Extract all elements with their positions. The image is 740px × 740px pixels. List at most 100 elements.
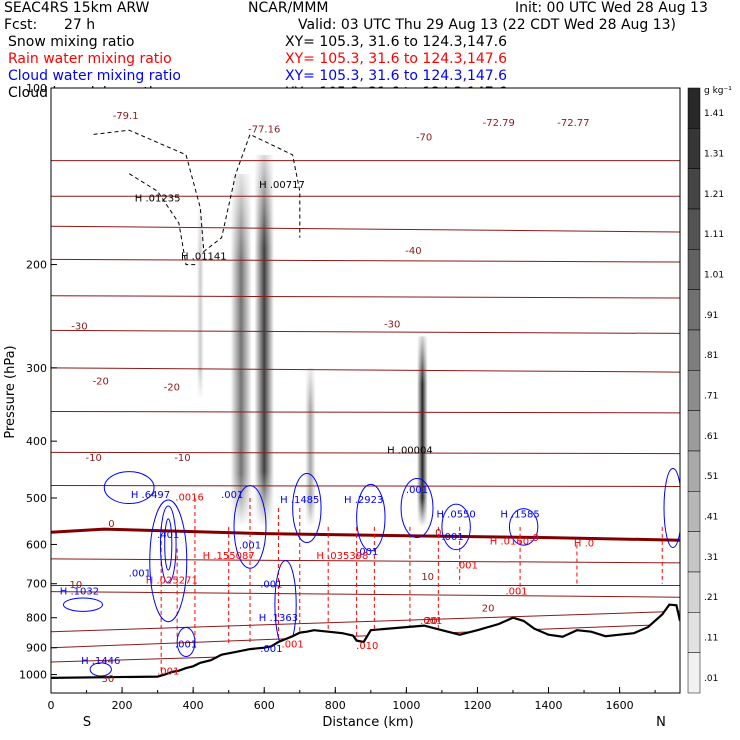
temperature-contour [51, 558, 680, 564]
temperature-contour-label: 30 [101, 674, 114, 685]
colorbar-unit-label: g kg⁻¹ [704, 86, 732, 96]
colorbar-swatch [687, 410, 701, 452]
cloud-water-maximum-label: H .6497 [131, 490, 170, 501]
cloud-water-maximum-label: H .2923 [344, 495, 383, 506]
colorbar-tick-label: .71 [704, 392, 718, 402]
forecast-value: 27 h [64, 17, 96, 33]
cloud-water-maximum-label: H .1363 [259, 613, 298, 624]
y-tick-label: 1000 [19, 669, 47, 682]
cloud-water-contour [508, 508, 539, 546]
snow-contour [93, 129, 301, 253]
valid-time: Valid: 03 UTC Thu 29 Aug 13 (22 CDT Wed … [298, 17, 677, 33]
snow-maximum-label: H .00717 [259, 180, 305, 191]
shading-column [254, 154, 274, 527]
rain-maximum-label: .001 [505, 586, 527, 597]
y-tick-label: 800 [26, 612, 47, 625]
rain-contours [160, 497, 663, 676]
rain-maximum-label: H .0160 [490, 536, 529, 547]
rain-maximum-label: .001 [456, 561, 478, 572]
shading-column [230, 173, 252, 527]
temperature-contour-label: -72.79 [483, 118, 515, 129]
y-tick-label: 900 [26, 642, 47, 655]
colorbar-tick-label: .01 [704, 674, 718, 684]
rain-maximum-label: H .035398 [316, 551, 368, 562]
temperature-contour-label: -79.1 [113, 111, 139, 122]
cloud-water-contour [89, 662, 112, 677]
y-axis-label: Pressure (hPa) [3, 345, 18, 438]
field-xy-cloud-water: XY= 105.3, 31.6 to 124.3,147.6 [285, 68, 508, 84]
cloud-water-maximum-label: H .0550 [436, 510, 475, 521]
rain-maximum-label: H .155087 [203, 551, 255, 562]
cloud-water-contour [164, 518, 173, 571]
cloud-water-maximum-label: H .1585 [500, 510, 539, 521]
cloud-water-contour [103, 471, 155, 505]
colorbar-tick-label: .31 [704, 553, 718, 563]
temperature-contour-label: 20 [482, 603, 495, 614]
cloud-water-maximum-label: .401 [157, 530, 179, 541]
colorbar-tick-label: .21 [704, 593, 718, 603]
temperature-contour [51, 411, 680, 414]
x-tick-label: 1400 [535, 699, 563, 712]
colorbar-tick-label: .61 [704, 432, 718, 442]
temperature-contour-label: 10 [70, 580, 83, 591]
cloud-water-maximum-label: .001 [356, 547, 378, 558]
temperature-contour [51, 258, 680, 263]
colorbar-tick-label: .91 [704, 311, 718, 321]
x-tick-label: 1600 [606, 699, 634, 712]
temperature-contour [51, 485, 680, 487]
field-xy-rain: XY= 105.3, 31.6 to 124.3,147.6 [285, 51, 508, 67]
rain-maximum-label: .001 [420, 616, 442, 627]
rain-maximum-label: H .0 [574, 539, 594, 550]
temperature-contour-label: -40 [405, 246, 421, 257]
temperature-contour-label: -20 [93, 376, 109, 387]
colorbar-tick-label: .81 [704, 351, 718, 361]
terrain-fill [51, 604, 680, 693]
colorbar-swatch [687, 208, 701, 250]
cloud-water-contour [356, 483, 386, 552]
field-label-rain: Rain water mixing ratio [8, 51, 172, 67]
temperature-contour [51, 329, 680, 334]
temperature-contour-label: 10 [421, 572, 434, 583]
y-tick-label: 400 [26, 435, 47, 448]
temperature-contour [51, 591, 680, 598]
cloud-water-contour [441, 503, 471, 551]
terrain [51, 603, 680, 693]
y-tick-label: 600 [26, 538, 47, 551]
cloud-water-contour [159, 505, 177, 584]
temperature-contour-label: -30 [71, 321, 87, 332]
temperature-contour [51, 623, 680, 649]
temperature-contour-label: -72.77 [557, 118, 589, 129]
cloud-water-contour [400, 477, 434, 539]
cloud-water-maximum-label: .001 [175, 640, 197, 651]
x-axis-label: Distance (km) [322, 715, 413, 730]
colorbar-tick-label: 1.01 [704, 271, 724, 281]
colorbar-tick-label: .11 [704, 634, 718, 644]
x-tick-label: 1000 [392, 699, 420, 712]
temperature-contour-label: 0 [435, 528, 441, 539]
colorbar-swatch [687, 289, 701, 331]
plot-background [51, 88, 680, 693]
colorbar-swatch [687, 370, 701, 411]
temperature-contour-label: -10 [85, 453, 101, 464]
snow-contours [93, 129, 301, 266]
field-label-snow: Snow mixing ratio [8, 34, 135, 50]
colorbar-swatch [687, 450, 701, 492]
cloud-water-maximum-label: .001 [129, 568, 151, 579]
x-tick-label: 0 [48, 699, 55, 712]
cloud-water-maximum-label: H .1032 [60, 586, 99, 597]
cloud-water-contour [233, 485, 267, 569]
y-tick-label: 300 [26, 362, 47, 375]
x-tick-label: 1200 [463, 699, 491, 712]
snow-contour [128, 173, 197, 266]
freezing-level-line [51, 527, 680, 542]
south-end-label: S [83, 715, 91, 730]
colorbar-tick-label: 1.11 [704, 230, 724, 240]
contour-labels: -79.1 -77.16 -70 -72.79 -72.77 -40 -30 -30 -20 -2… [60, 111, 594, 685]
model-title: SEAC4RS 15km ARW [4, 0, 150, 16]
y-tick-label: 200 [26, 259, 47, 272]
cloud-ice-maximum-label: H .00004 [387, 446, 433, 457]
colorbar-tick-label: 1.41 [704, 109, 724, 119]
colorbar-tick-label: 1.31 [704, 150, 724, 160]
rain-maximum-label: .9 [530, 533, 540, 544]
hydrometeor-shading [196, 154, 428, 527]
